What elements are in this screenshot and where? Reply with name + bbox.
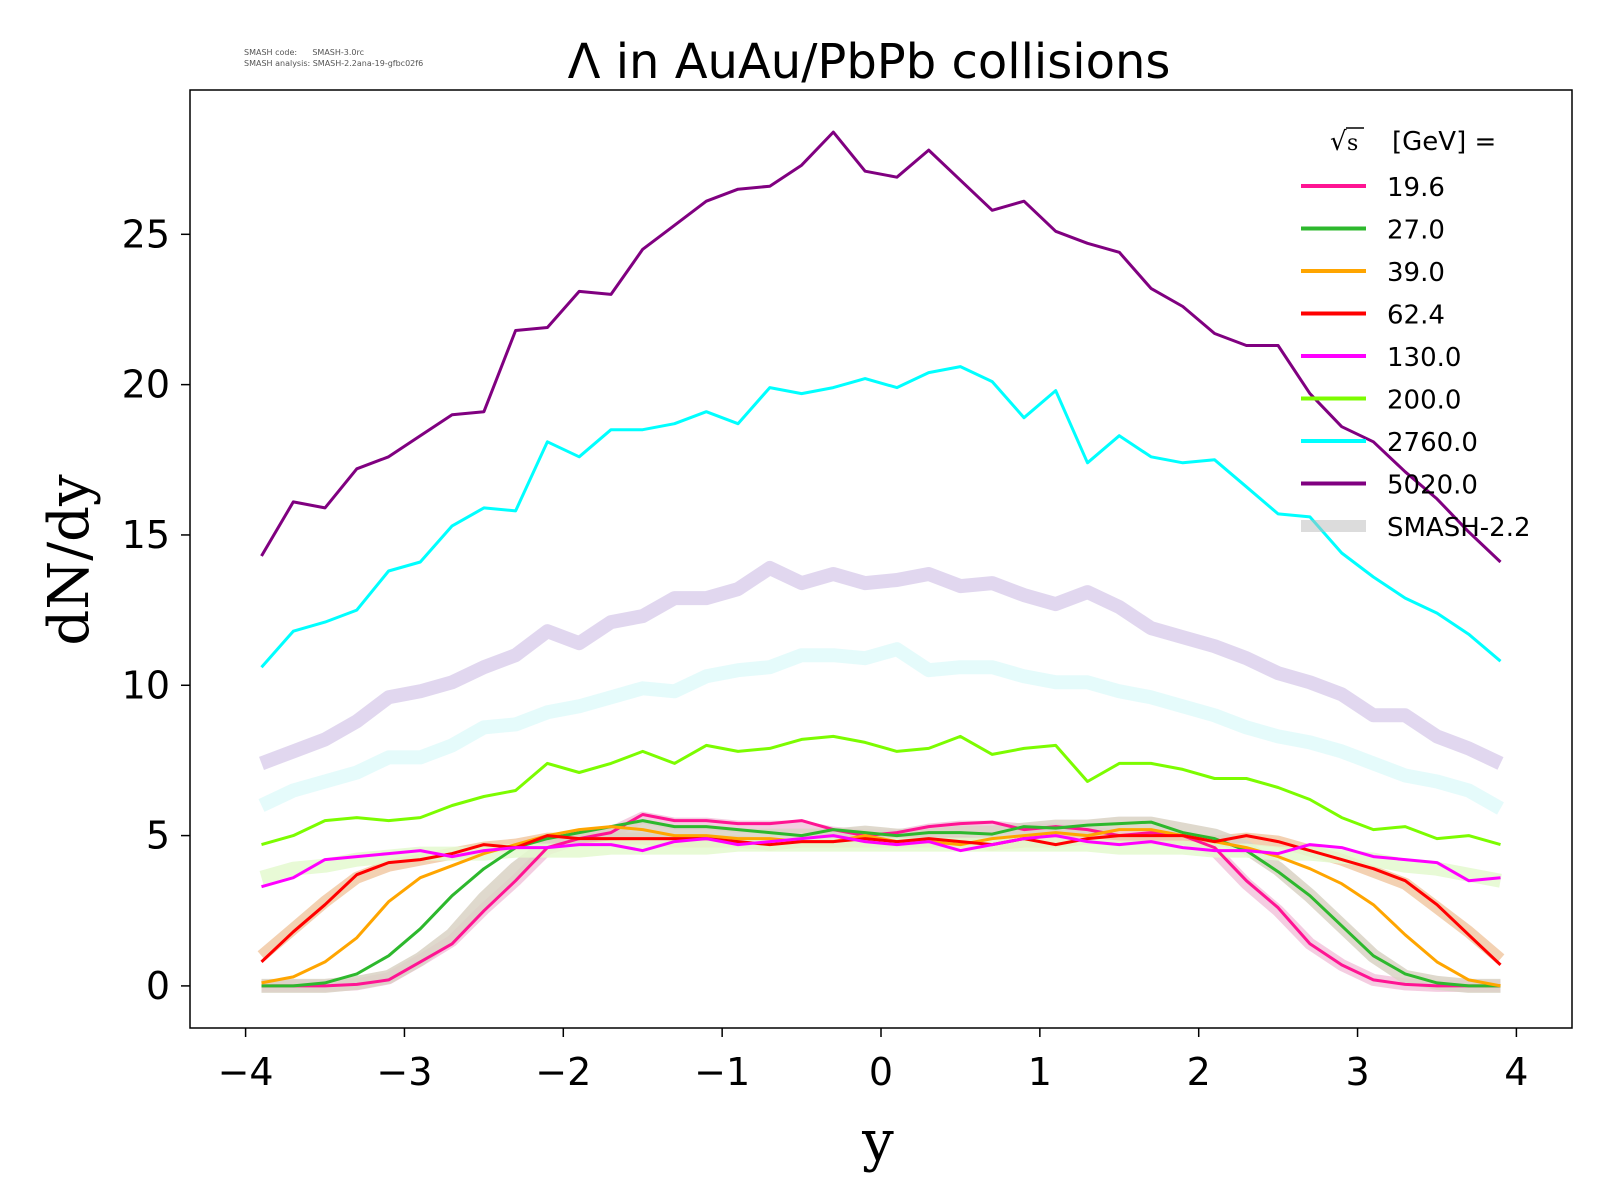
legend-label-62.4: 62.4 [1387, 301, 1445, 331]
x-tick-label: −3 [376, 1050, 432, 1094]
smash-code-version: SMASH code: SMASH-3.0rc [244, 48, 365, 57]
series-line-2760.0 [260, 365, 1502, 669]
reference-band-1 [258, 642, 1504, 815]
legend-items: 19.6 27.0 39.0 62.4 130.0 200.0 2760.0 5020.0 SM… [1301, 173, 1531, 543]
y-tick-label: 10 [122, 663, 170, 707]
plot-frame [189, 89, 1573, 1029]
series-line-27.0 [261, 819, 1501, 988]
x-tick-label: 4 [1504, 1050, 1528, 1094]
y-axis-label: dN/dy [37, 474, 102, 646]
reference-band-5 [259, 837, 1502, 888]
x-tick-label: 0 [869, 1050, 893, 1094]
legend-label-200.0: 200.0 [1387, 386, 1461, 416]
legend-label-reference: SMASH-2.2 [1387, 513, 1531, 543]
axis-ticks: −4 −3 −2 −1 0 1 2 3 4 0 5 10 15 20 25 [122, 212, 1529, 1094]
series-line-62.4 [260, 834, 1502, 966]
y-tick-label: 0 [146, 964, 170, 1008]
legend-label-39.0: 39.0 [1387, 258, 1445, 288]
x-tick-label: 2 [1187, 1050, 1211, 1094]
series-line-200.0 [261, 734, 1501, 847]
legend-title: [GeV] = [1392, 127, 1496, 157]
x-tick-label: 3 [1345, 1050, 1369, 1094]
chart-title: Λ in AuAu/PbPb collisions [568, 34, 1171, 90]
series-line-5020.0 [260, 130, 1502, 564]
x-tick-label: −1 [694, 1050, 750, 1094]
legend-label-5020.0: 5020.0 [1387, 471, 1478, 501]
y-tick-label: 25 [122, 212, 170, 256]
x-tick-label: −4 [218, 1050, 274, 1094]
legend-label-27.0: 27.0 [1387, 216, 1445, 246]
legend: √ s [GeV] = 19.6 27.0 39.0 62.4 130.0 200.0 27… [1301, 127, 1531, 543]
series-line-130.0 [261, 834, 1501, 889]
x-axis-label: y [861, 1109, 894, 1174]
legend-label-130.0: 130.0 [1387, 343, 1461, 373]
legend-label-19.6: 19.6 [1387, 173, 1445, 203]
reference-band-0 [259, 561, 1504, 770]
reference-bands [257, 561, 1505, 993]
y-tick-label: 15 [122, 513, 170, 557]
legend-label-2760.0: 2760.0 [1387, 428, 1478, 458]
legend-title-s: s [1347, 131, 1358, 156]
series-lines [260, 130, 1502, 988]
x-tick-label: 1 [1028, 1050, 1052, 1094]
y-tick-label: 5 [146, 814, 170, 858]
y-tick-label: 20 [122, 363, 170, 407]
smash-analysis-version: SMASH analysis: SMASH-2.2ana-19-gfbc02f6 [244, 59, 424, 68]
x-tick-label: −2 [535, 1050, 591, 1094]
legend-title-sqrt: √ [1330, 127, 1347, 157]
